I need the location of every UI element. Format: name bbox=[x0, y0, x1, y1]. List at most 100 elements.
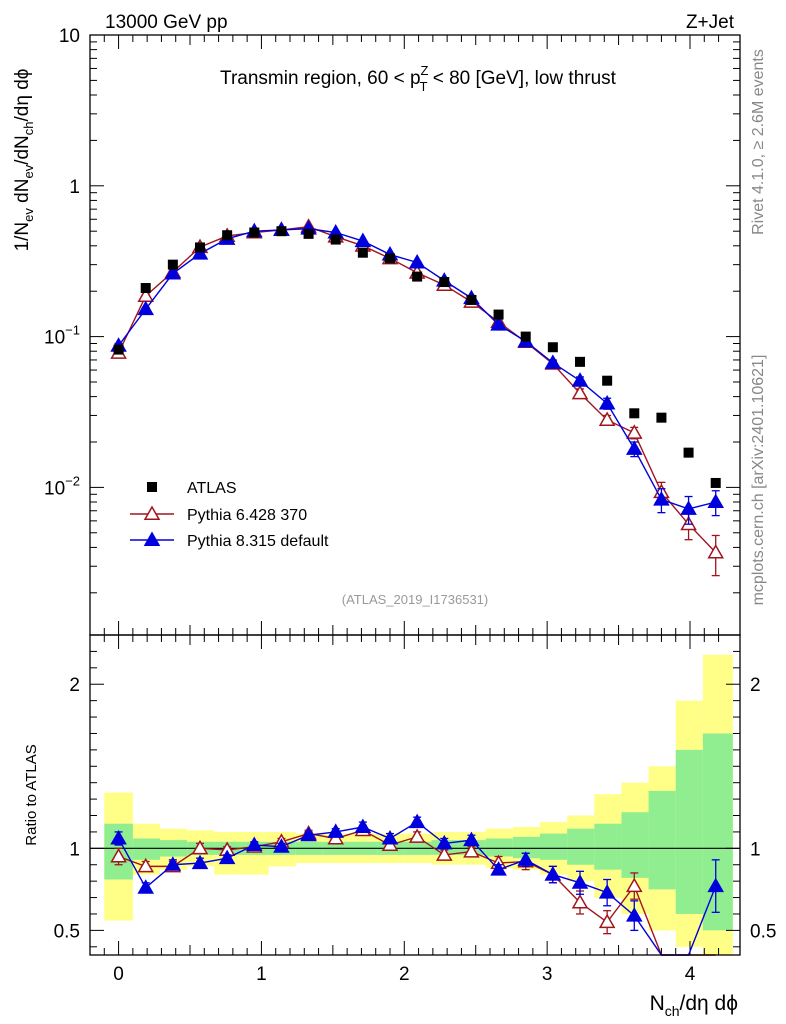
atlas-marker bbox=[357, 247, 368, 258]
atlas-marker bbox=[710, 477, 721, 488]
atlas-marker bbox=[602, 375, 613, 386]
pythia8-ratio-marker bbox=[137, 879, 155, 894]
plot-title: Transmin region, 60 < pZ T < 80 [GeV], lo… bbox=[220, 63, 617, 94]
atlas-marker bbox=[385, 253, 395, 264]
pythia8-ratio-marker bbox=[598, 884, 616, 899]
ratio-series bbox=[110, 813, 725, 956]
pythia8-ratio-marker bbox=[707, 877, 725, 893]
pythia6-marker bbox=[625, 424, 643, 439]
pythia6-ratio-marker bbox=[625, 877, 643, 893]
pythia8-ratio-marker bbox=[381, 829, 399, 845]
legend: ATLAS Pythia 6.428 370 Pythia 8.315 defaul… bbox=[130, 480, 329, 550]
rivet-version-label: Rivet 4.1.0, ≥ 2.6M events bbox=[750, 49, 767, 235]
pythia8-ratio-marker bbox=[408, 813, 426, 829]
ratio-band-inner bbox=[567, 828, 595, 865]
main-ticks: 10 1 10−1 10−2 bbox=[44, 26, 740, 635]
pythia6-ratio-marker bbox=[463, 843, 480, 858]
pythia8-marker bbox=[598, 394, 616, 410]
pythia8-ratio-marker bbox=[300, 826, 317, 842]
atlas-marker bbox=[439, 277, 450, 288]
atlas-marker bbox=[276, 226, 287, 237]
ratio-band-inner bbox=[702, 733, 733, 931]
ratio-band-inner bbox=[594, 823, 622, 870]
atlas-marker bbox=[222, 230, 233, 241]
atlas-marker bbox=[629, 408, 640, 419]
pythia8-ratio-marker bbox=[490, 861, 507, 876]
ratio-y-tick-label-left: 1 bbox=[69, 839, 80, 860]
pythia8-ratio-marker bbox=[571, 874, 589, 889]
pythia8-marker bbox=[490, 316, 507, 331]
main-series bbox=[110, 218, 725, 577]
x-tick-label: 4 bbox=[685, 964, 696, 985]
pythia8-marker bbox=[137, 300, 155, 316]
atlas-marker bbox=[656, 412, 667, 423]
atlas-marker bbox=[493, 309, 504, 320]
main-panel: 10 1 10−1 10−2 Transmin region, 60 < pZ T < … bbox=[12, 26, 741, 636]
atlas-marker bbox=[140, 283, 151, 294]
ratio-band-inner bbox=[648, 790, 676, 890]
legend-marker-atlas bbox=[147, 482, 157, 492]
atlas-marker bbox=[547, 342, 558, 353]
atlas-marker bbox=[683, 447, 694, 458]
ratio-panel: 2 2 1 1 0.5 0.5 0 1 2 3 4 Ratio to ATLAS Nch/dη dϕ bbox=[23, 634, 776, 1019]
x-tick-label: 1 bbox=[256, 964, 267, 985]
pythia8-ratio-marker bbox=[327, 823, 345, 838]
main-y-tick-label: 10 bbox=[59, 26, 80, 47]
pythia8-ratio-marker bbox=[354, 818, 372, 833]
legend-label: Pythia 6.428 370 bbox=[187, 507, 307, 524]
pythia8-marker bbox=[164, 265, 182, 280]
pythia8-marker bbox=[354, 232, 372, 248]
pythia6-marker bbox=[707, 543, 725, 559]
pythia8-ratio-marker bbox=[245, 836, 263, 852]
atlas-marker bbox=[249, 227, 260, 238]
ratio-y-tick-label-left: 2 bbox=[69, 675, 80, 696]
pythia8-ratio-marker bbox=[191, 854, 209, 870]
pythia6-marker bbox=[571, 384, 589, 400]
pythia8-marker bbox=[680, 500, 697, 515]
energy-label: 13000 GeV pp bbox=[105, 12, 228, 33]
atlas-marker bbox=[195, 242, 205, 253]
atlas-marker bbox=[330, 234, 341, 245]
analysis-id-label: (ATLAS_2019_I1736531) bbox=[342, 592, 488, 607]
pythia8-ratio-marker bbox=[110, 829, 127, 845]
pythia8-ratio-marker bbox=[273, 838, 290, 853]
atlas-marker bbox=[575, 356, 585, 367]
atlas-marker bbox=[520, 331, 531, 342]
main-y-tick-label: 10−2 bbox=[44, 473, 80, 499]
x-tick-label: 2 bbox=[399, 964, 410, 985]
ratio-band-inner bbox=[621, 812, 649, 878]
pythia6-ratio-marker bbox=[110, 848, 127, 863]
ratio-y-axis-label: Ratio to ATLAS bbox=[23, 744, 40, 845]
pythia8-ratio-marker bbox=[164, 856, 182, 871]
ratio-y-tick-label-right: 2 bbox=[750, 675, 761, 696]
pythia8-ratio-marker bbox=[517, 851, 535, 866]
ratio-band-inner bbox=[132, 838, 160, 860]
x-tick-label: 0 bbox=[113, 964, 124, 985]
ratio-y-tick-label-right: 1 bbox=[750, 839, 761, 860]
pythia6-ratio-marker bbox=[435, 846, 453, 861]
mcplots-label: mcplots.cern.ch [arXiv:2401.10621] bbox=[750, 355, 767, 606]
process-label: Z+Jet bbox=[686, 12, 735, 33]
pythia8-ratio-marker bbox=[544, 866, 562, 881]
atlas-marker bbox=[412, 271, 423, 282]
pythia8-ratio-marker bbox=[625, 907, 643, 922]
ratio-band-inner bbox=[540, 833, 568, 860]
pythia8-ratio-marker bbox=[435, 834, 453, 850]
pythia6-ratio-marker bbox=[137, 857, 155, 873]
pythia8-ratio-marker bbox=[463, 831, 480, 847]
atlas-marker bbox=[167, 259, 178, 270]
legend-marker bbox=[143, 505, 161, 520]
pythia8-marker bbox=[625, 440, 643, 455]
pythia6-ratio-marker bbox=[571, 893, 589, 909]
pythia6-ratio-marker bbox=[191, 839, 209, 855]
ratio-y-tick-label-left: 0.5 bbox=[54, 921, 80, 942]
main-y-tick-label: 1 bbox=[69, 177, 80, 198]
ratio-band-inner bbox=[485, 838, 513, 857]
pythia6-marker bbox=[598, 411, 616, 426]
pythia8-marker bbox=[707, 493, 725, 509]
ratio-y-tick-label-right: 0.5 bbox=[750, 921, 776, 942]
pythia8-marker bbox=[653, 491, 670, 506]
pythia8-ratio-marker bbox=[218, 849, 236, 865]
ratio-band-inner bbox=[675, 749, 703, 914]
